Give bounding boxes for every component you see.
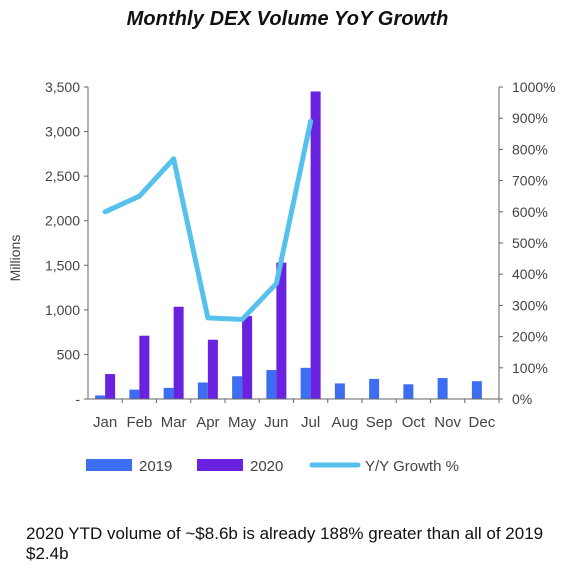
right-tick-label: 400% [512, 266, 548, 282]
x-tick-label: Apr [196, 414, 219, 431]
x-tick-label: Dec [469, 414, 496, 431]
right-tick-label: 300% [512, 297, 548, 313]
right-tick-label: 500% [512, 235, 548, 251]
legend-label: Y/Y Growth % [365, 458, 459, 475]
left-tick-label: 2,000 [45, 213, 80, 229]
x-tick-label: Feb [126, 414, 152, 431]
x-tick-label: Jul [301, 414, 320, 431]
left-tick-label: 3,500 [45, 79, 80, 95]
x-axis: Jan Feb Mar Apr May Jun Jul Aug Sep Oct Nov Dec [88, 398, 500, 431]
left-tick-label: - [75, 391, 80, 407]
bar-2019 [437, 378, 448, 399]
x-tick-label: Jan [93, 414, 117, 431]
right-tick-label: 100% [512, 360, 548, 376]
bar-2020 [207, 339, 218, 399]
bar-2020 [276, 262, 287, 399]
legend-label: 2019 [139, 458, 172, 475]
bar-2020 [139, 335, 150, 399]
bar-2019 [403, 384, 414, 399]
x-tick-label: Mar [161, 414, 187, 431]
right-tick-label: 800% [512, 141, 548, 157]
bar-2019 [129, 389, 140, 399]
left-axis: - 500 1,000 1,500 2,000 2,500 3,000 3,500 [45, 79, 89, 407]
legend-swatch-2019 [86, 459, 132, 471]
bar-2019 [471, 381, 482, 399]
x-tick-label: Sep [366, 414, 393, 431]
right-tick-label: 1000% [512, 79, 556, 95]
x-tick-label: Aug [332, 414, 359, 431]
footnote: 2020 YTD volume of ~$8.6b is already 188… [26, 524, 544, 563]
left-tick-label: 3,000 [45, 124, 80, 140]
left-tick-label: 1,000 [45, 302, 80, 318]
x-tick-label: Nov [434, 414, 461, 431]
legend-label: 2020 [250, 458, 283, 475]
y-axis-label: Millions [7, 235, 23, 282]
x-tick-label: Oct [402, 414, 426, 431]
left-tick-label: 1,500 [45, 257, 80, 273]
bar-2019 [334, 383, 345, 399]
bar-2020 [105, 374, 116, 399]
bar-2019 [369, 378, 380, 399]
legend: 2019 2020 Y/Y Growth % [86, 458, 459, 475]
right-tick-label: 700% [512, 173, 548, 189]
legend-swatch-2020 [197, 459, 243, 471]
right-tick-label: 200% [512, 329, 548, 345]
bar-2019 [300, 367, 311, 399]
right-tick-label: 900% [512, 110, 548, 126]
bar-group [95, 91, 482, 399]
growth-line-group [102, 118, 314, 322]
bar-2020 [173, 306, 184, 399]
bar-2020 [242, 316, 253, 399]
bar-2019 [232, 376, 243, 399]
bar-2019 [95, 395, 106, 399]
left-tick-label: 2,500 [45, 168, 80, 184]
right-tick-label: 0% [512, 391, 532, 407]
left-tick-label: 500 [57, 346, 81, 362]
bar-2019 [163, 387, 174, 399]
right-tick-label: 600% [512, 204, 548, 220]
right-axis: 0% 100% 200% 300% 400% 500% 600% 700% 800% 900% 10… [498, 79, 556, 407]
bar-2020 [310, 91, 321, 399]
bar-2019 [266, 370, 277, 399]
x-tick-label: May [228, 414, 257, 431]
chart-title: Monthly DEX Volume YoY Growth [126, 8, 449, 30]
bar-2019 [197, 382, 208, 399]
x-tick-label: Jun [264, 414, 288, 431]
